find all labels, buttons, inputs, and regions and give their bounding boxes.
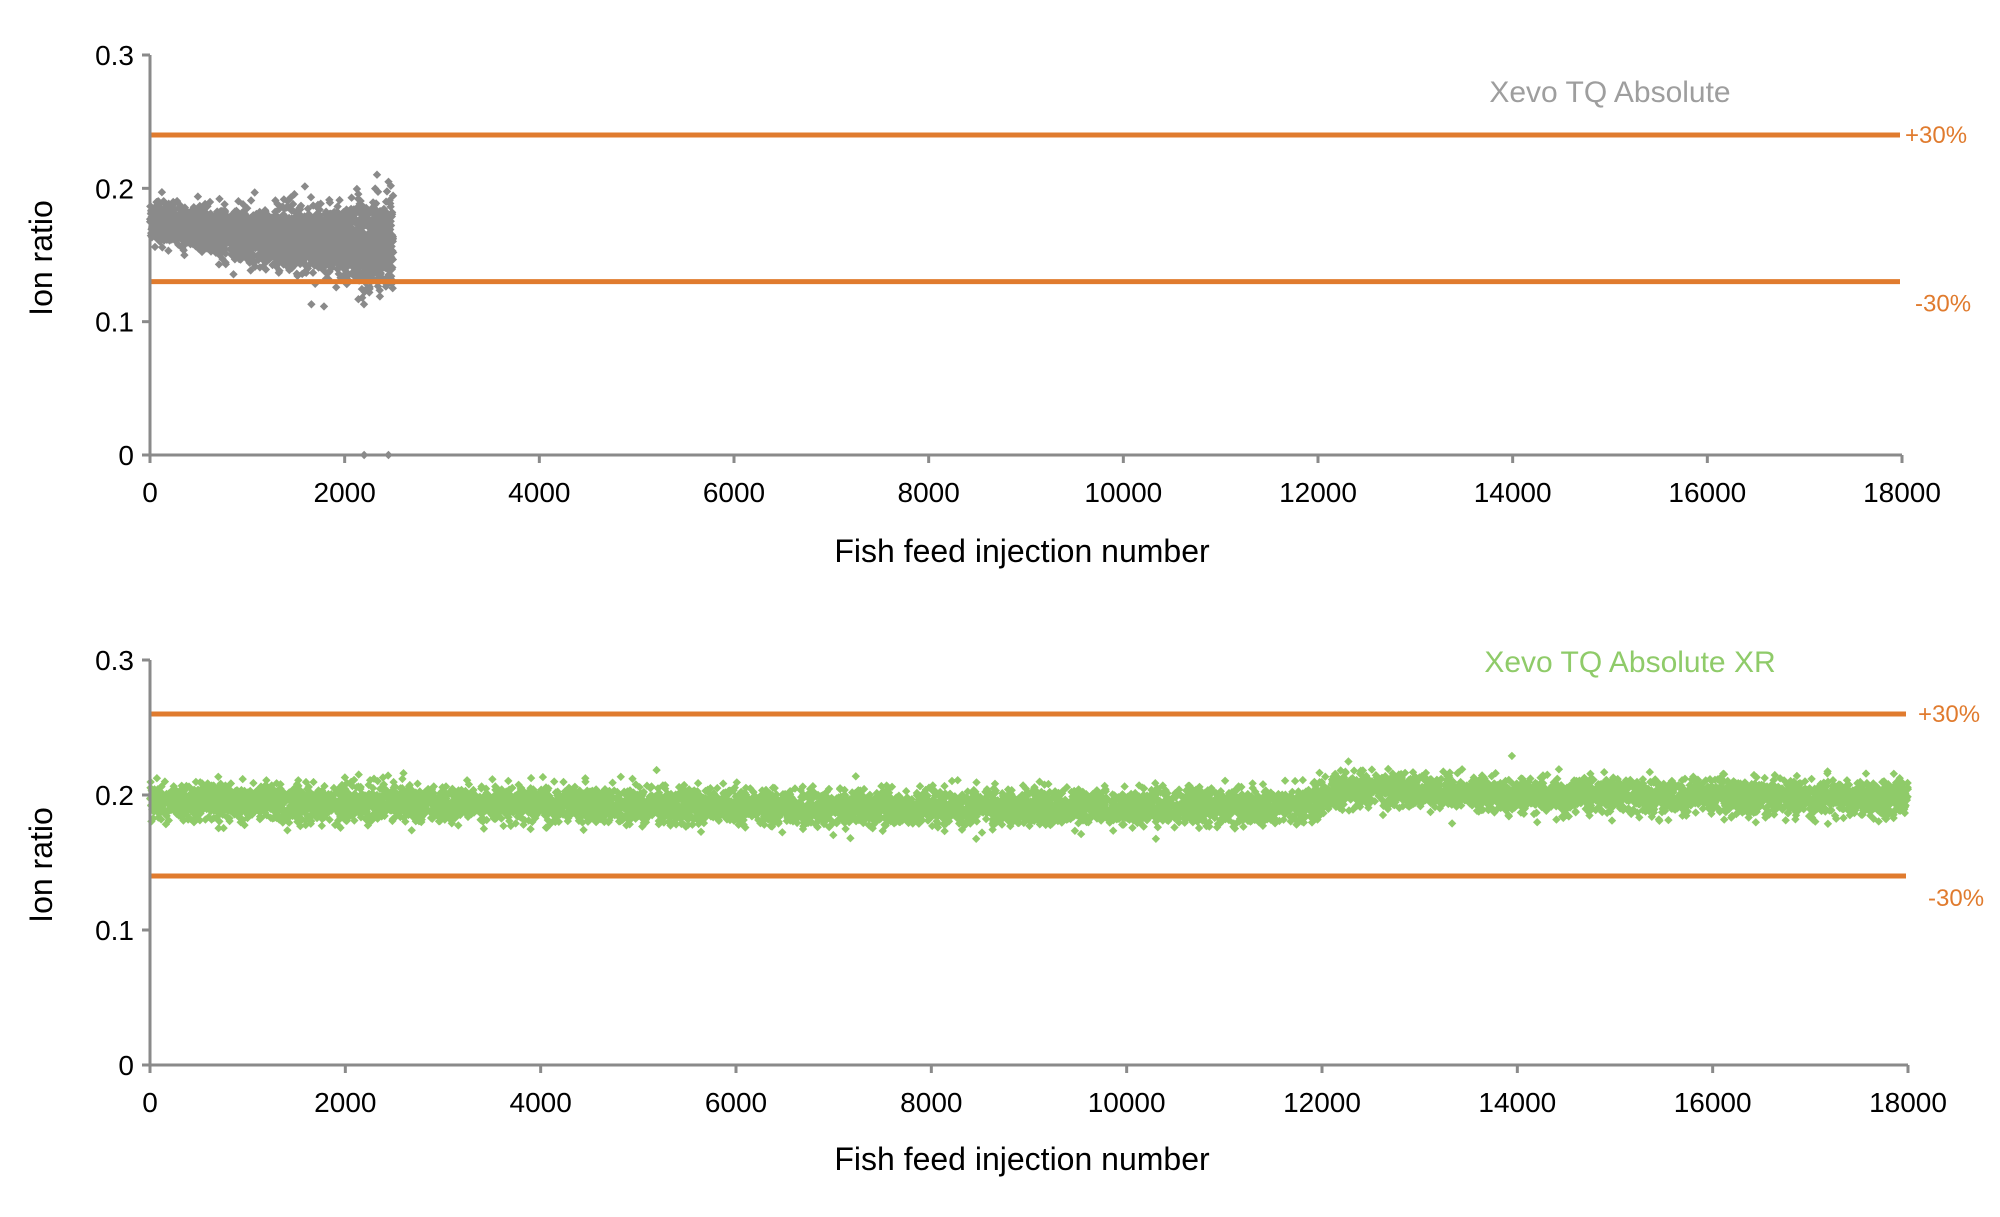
y-tick-label: 0.3 bbox=[95, 645, 134, 676]
y-tick-label: 0.3 bbox=[95, 40, 134, 71]
x-tick-label: 4000 bbox=[508, 477, 570, 508]
x-axis-title-top: Fish feed injection number bbox=[834, 533, 1210, 569]
scatter-points-top bbox=[145, 170, 398, 460]
x-tick-label: 0 bbox=[142, 477, 158, 508]
x-tick-label: 8000 bbox=[900, 1087, 962, 1118]
x-tick-label: 14000 bbox=[1478, 1087, 1556, 1118]
limit-label: +30% bbox=[1918, 701, 1980, 728]
limit-lines-bottom: +30% -30% bbox=[150, 701, 1984, 912]
y-tick-label: 0 bbox=[118, 1050, 134, 1081]
x-tick-label: 4000 bbox=[510, 1087, 572, 1118]
axes-top: 0 0.1 0.2 0.3 0 2000 4000 6000 8000 10000 12000 140… bbox=[95, 40, 1941, 508]
y-tick-label: 0.1 bbox=[95, 307, 134, 338]
limit-label: -30% bbox=[1928, 885, 1984, 912]
scatter-cloud-bottom bbox=[146, 751, 1913, 843]
x-tick-label: 6000 bbox=[703, 477, 765, 508]
x-tick-label: 6000 bbox=[705, 1087, 767, 1118]
chart-top: +30% -30% 0 0.1 0.2 0.3 0 2000 4000 6000 8000 1000… bbox=[23, 40, 1971, 569]
x-tick-label: 10000 bbox=[1088, 1087, 1166, 1118]
x-tick-label: 12000 bbox=[1279, 477, 1357, 508]
limit-label: -30% bbox=[1915, 291, 1971, 318]
series-label-bottom: Xevo TQ Absolute XR bbox=[1484, 646, 1775, 679]
x-tick-label: 0 bbox=[142, 1087, 158, 1118]
x-tick-label: 2000 bbox=[314, 477, 376, 508]
y-tick-label: 0 bbox=[118, 440, 134, 471]
x-tick-label: 2000 bbox=[314, 1087, 376, 1118]
scatter-points-bottom bbox=[146, 751, 1913, 843]
series-label-top: Xevo TQ Absolute bbox=[1489, 76, 1730, 109]
limit-lines-top: +30% -30% bbox=[150, 122, 1971, 318]
x-tick-label: 10000 bbox=[1084, 477, 1162, 508]
axes-bottom: 0 0.1 0.2 0.3 0 2000 4000 6000 8000 10000 12000 140… bbox=[95, 645, 1947, 1118]
y-axis-title-top: Ion ratio bbox=[23, 200, 59, 316]
x-tick-label: 14000 bbox=[1474, 477, 1552, 508]
x-tick-label: 12000 bbox=[1283, 1087, 1361, 1118]
y-tick-label: 0.2 bbox=[95, 173, 134, 204]
y-axis-title-bottom: Ion ratio bbox=[23, 807, 59, 923]
y-tick-label: 0.1 bbox=[95, 915, 134, 946]
limit-label: +30% bbox=[1905, 122, 1967, 149]
x-tick-label: 18000 bbox=[1863, 477, 1941, 508]
x-axis-title-bottom: Fish feed injection number bbox=[834, 1141, 1210, 1177]
x-tick-label: 16000 bbox=[1668, 477, 1746, 508]
x-tick-label: 8000 bbox=[898, 477, 960, 508]
chart-bottom: +30% -30% 0 0.1 0.2 0.3 0 2000 4000 6000 8000 1000… bbox=[23, 645, 1984, 1177]
x-tick-label: 16000 bbox=[1674, 1087, 1752, 1118]
y-tick-label: 0.2 bbox=[95, 780, 134, 811]
x-tick-label: 18000 bbox=[1869, 1087, 1947, 1118]
scatter-cloud-top bbox=[145, 170, 398, 311]
